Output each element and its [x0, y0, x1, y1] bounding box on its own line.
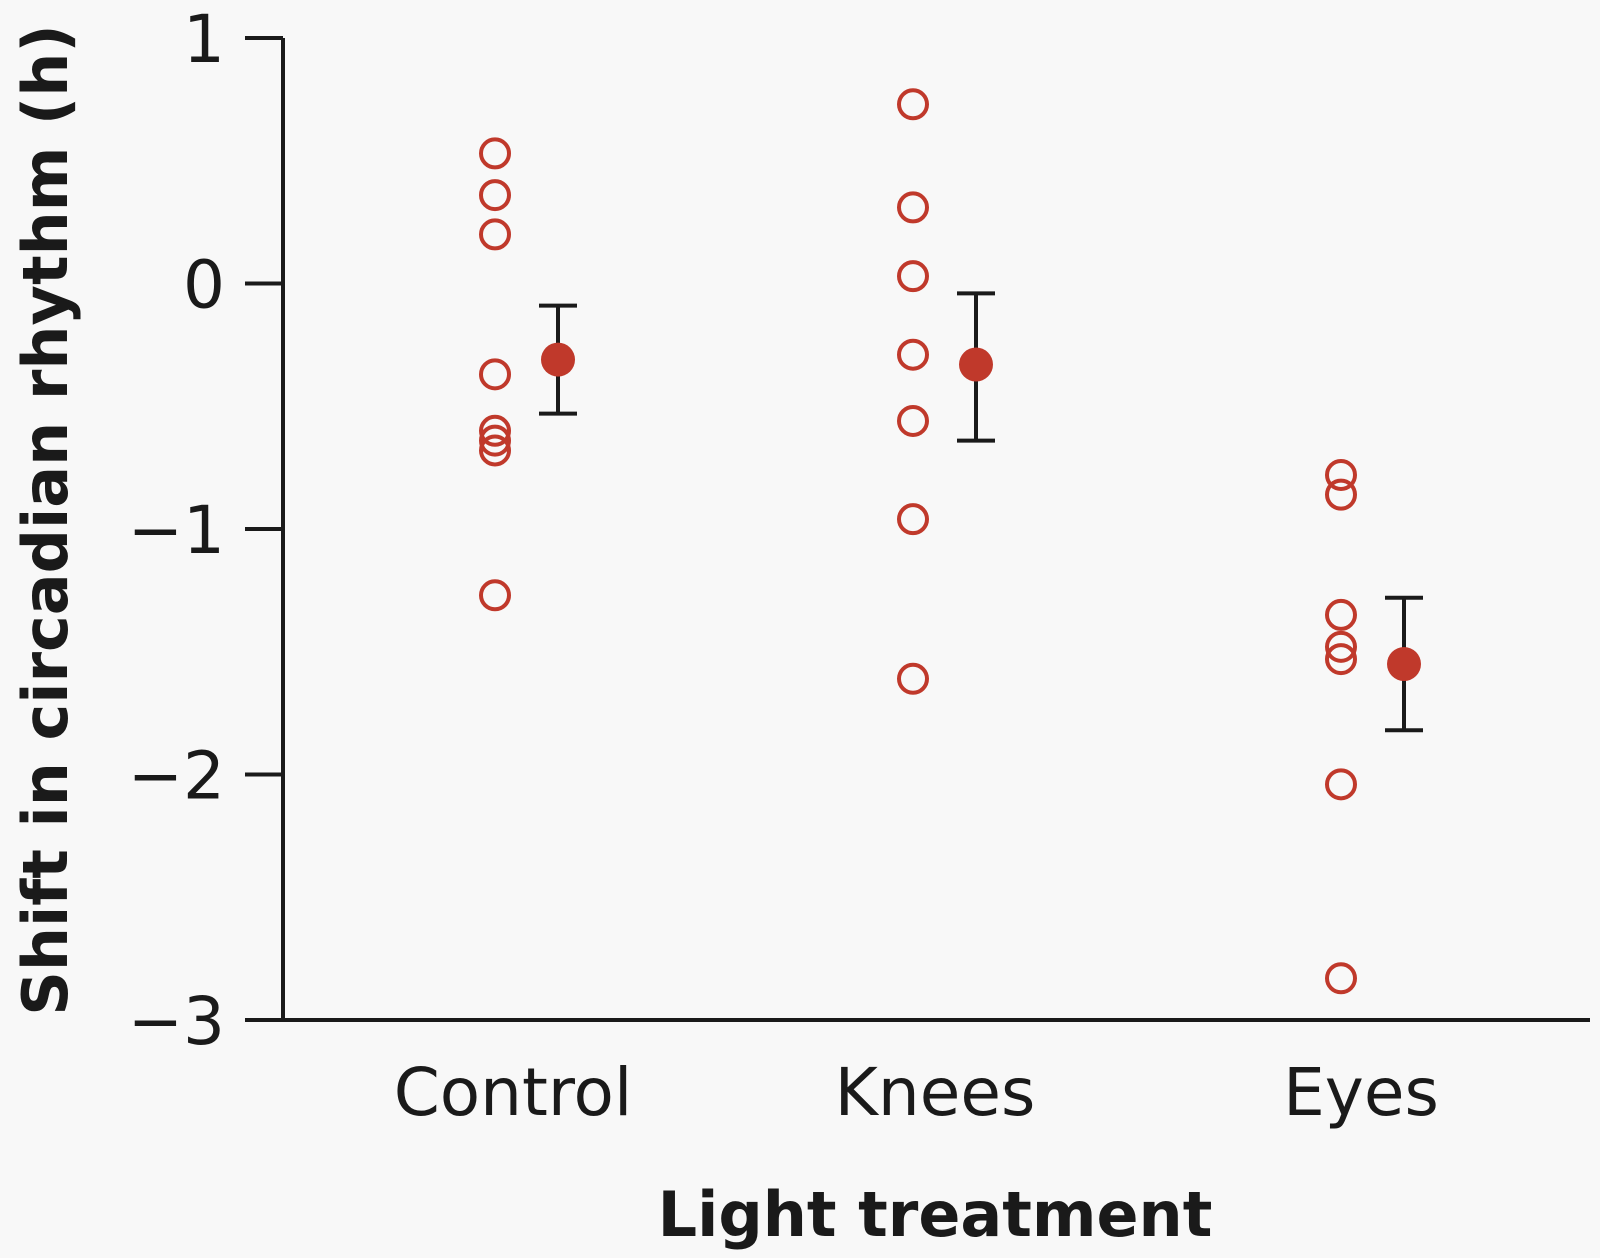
data-point [897, 260, 929, 293]
data-point [479, 414, 511, 447]
data-point [479, 179, 511, 212]
x-axis-category-labels: Control Knees Eyes [394, 1054, 1439, 1131]
data-point [897, 404, 929, 437]
data-point [897, 338, 929, 371]
y-axis-ticks: 1 0 −1 −2 −3 [128, 1, 283, 1060]
data-point [479, 424, 511, 457]
mean-point [959, 347, 993, 382]
data-point [479, 137, 511, 170]
x-category-label: Eyes [1283, 1054, 1439, 1131]
data-point [897, 662, 929, 695]
data-point [1325, 962, 1357, 995]
data-point [897, 88, 929, 121]
data-point [479, 579, 511, 612]
x-category-label: Control [394, 1054, 633, 1131]
x-axis-title: Light treatment [658, 1178, 1213, 1251]
data-point [1325, 458, 1357, 491]
mean-point [541, 342, 575, 377]
y-tick-label: 1 [183, 1, 225, 78]
data-point [1325, 630, 1357, 663]
mean-point [1387, 647, 1421, 682]
data-point [479, 434, 511, 467]
data-point [897, 503, 929, 536]
axes [245, 38, 1590, 1022]
data-point [479, 358, 511, 391]
data-point [1325, 478, 1357, 511]
y-axis-title: Shift in circadian rhythm (h) [9, 24, 82, 1016]
data-point [1325, 598, 1357, 631]
data-marks [479, 88, 1423, 995]
data-point [479, 218, 511, 251]
data-point [1325, 768, 1357, 801]
y-tick-label: −2 [128, 738, 225, 815]
data-point [897, 191, 929, 224]
y-tick-label: 0 [183, 247, 225, 324]
y-tick-label: −1 [128, 492, 225, 569]
data-point [1325, 643, 1357, 676]
x-category-label: Knees [835, 1054, 1036, 1131]
y-tick-label: −3 [128, 983, 225, 1060]
